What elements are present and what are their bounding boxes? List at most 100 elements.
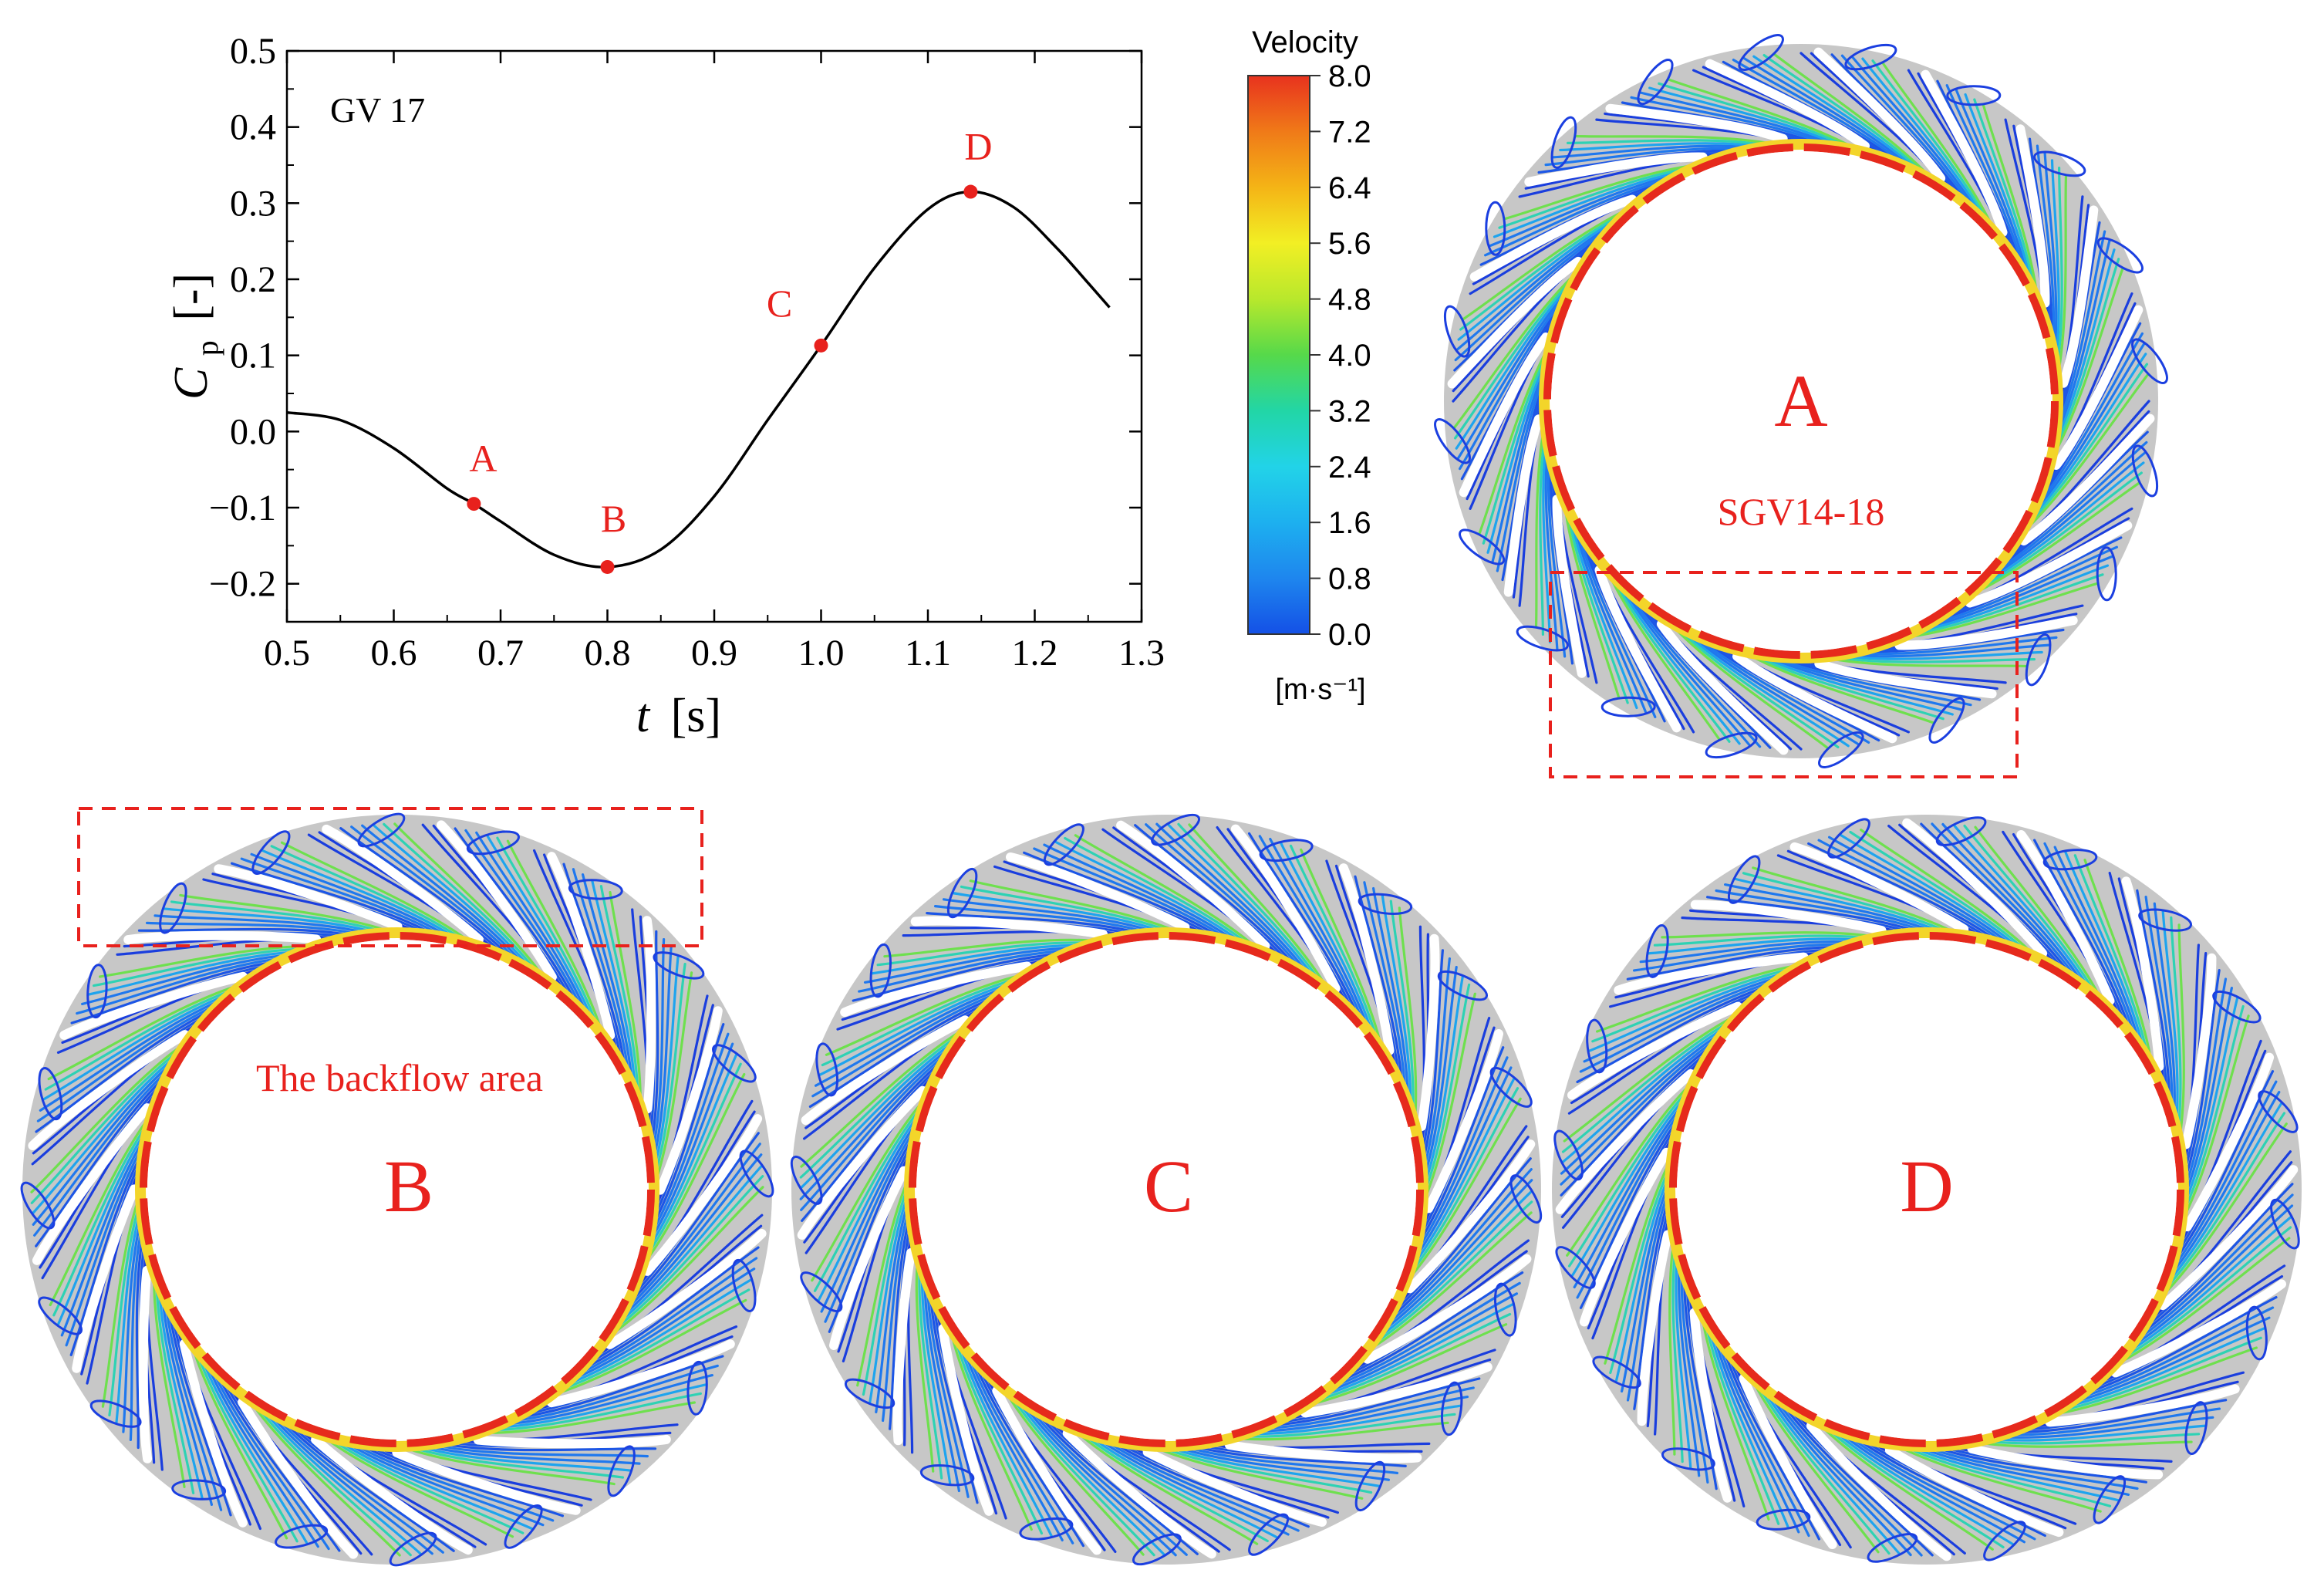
guide-vane (1230, 824, 1341, 994)
streamline (1258, 835, 1365, 1028)
streamline (1605, 568, 1721, 741)
streamline (1064, 836, 1253, 949)
streamline (1763, 654, 1963, 711)
streamline (280, 841, 474, 946)
guide-vane (392, 1448, 581, 1515)
vortex (1928, 697, 1965, 744)
streamline (1455, 280, 1575, 450)
streamline (170, 900, 387, 934)
streamline (281, 1418, 455, 1552)
guide-vane (1813, 47, 1946, 184)
colorbar-tick-label: 0.8 (1328, 562, 1371, 596)
streamline (915, 1254, 935, 1473)
streamline (2056, 1336, 2262, 1413)
streamline (1289, 844, 1379, 1045)
vortex (1493, 1282, 1517, 1337)
streamline (1817, 839, 2009, 947)
panel-d-label: D (1900, 1145, 1953, 1227)
runner-region (1677, 940, 2177, 1440)
streamline (1952, 823, 2093, 994)
streamline (158, 1285, 204, 1501)
streamline (2181, 1004, 2245, 1216)
guide-vane (2121, 876, 2164, 1072)
streamline (1984, 451, 2147, 581)
guide-vane (1567, 1001, 1743, 1100)
streamline (1551, 144, 1758, 159)
plot-frame (285, 49, 1143, 623)
streamline (1627, 589, 1762, 748)
svg-text:C p [-]: C p [-] (165, 273, 228, 400)
streamline (486, 1392, 702, 1432)
streamline (949, 1328, 1033, 1531)
inner-ring-red (140, 932, 655, 1447)
streamline (335, 1437, 535, 1531)
streamline (1989, 441, 2148, 576)
guide-vane (1689, 1308, 1732, 1503)
streamline (1414, 1056, 1509, 1255)
streamline (191, 1342, 288, 1540)
guide-vane (1447, 256, 1584, 389)
guide-vane (910, 916, 1108, 939)
streamline (2170, 916, 2182, 1136)
streamline (2137, 1183, 2294, 1337)
streamline (2177, 923, 2185, 1143)
streamline (1577, 527, 1657, 718)
guide-vane (1705, 59, 1870, 151)
guide-vane (1789, 842, 1969, 934)
streamline (1752, 866, 1961, 937)
guide-vane (2015, 124, 2050, 308)
vortex (1818, 731, 1864, 768)
streamline (1614, 1171, 1672, 1384)
vortex (1437, 970, 1489, 1001)
streamline (44, 987, 238, 1091)
streamline (1653, 934, 1873, 947)
streamline (1328, 1281, 1521, 1389)
vortex (844, 1378, 896, 1409)
streamline (30, 1046, 184, 1204)
guide-vane (473, 1434, 671, 1449)
colorbar-unit: [m·s⁻¹] (1275, 673, 1365, 706)
x-tick-label: 1.0 (798, 633, 845, 673)
guide-vane (2181, 953, 2217, 1149)
streamline (407, 1445, 624, 1479)
streamline (135, 1230, 145, 1450)
vortex (1637, 59, 1674, 106)
streamline (1566, 1079, 1696, 1257)
streamline (1648, 86, 1846, 150)
streamline (1462, 205, 1634, 321)
streamline (1151, 1444, 1364, 1500)
streamline (811, 991, 1004, 1098)
streamline (179, 893, 395, 934)
streamline (93, 947, 309, 987)
streamline (1881, 62, 1997, 235)
streamline (1074, 834, 1260, 951)
guide-vane (840, 961, 1032, 1018)
vortex (1489, 1066, 1533, 1108)
guide-vane (437, 820, 557, 982)
streamline (605, 1186, 764, 1339)
streamline (2033, 332, 2144, 508)
vortex (1592, 1355, 1641, 1389)
streamline (1920, 822, 2074, 980)
guide-vane (311, 1435, 473, 1555)
streamline (1849, 830, 2031, 956)
streamline (2164, 1101, 2283, 1286)
vortex (731, 1258, 757, 1312)
streamline (1569, 513, 1638, 710)
streamline (799, 1031, 964, 1179)
x-tick-label: 0.9 (691, 633, 737, 673)
vortex (357, 812, 406, 848)
streamline (485, 833, 595, 1025)
guide-vane (1116, 820, 1270, 951)
streamline (210, 1366, 330, 1551)
streamline (610, 1175, 764, 1333)
streamline (821, 977, 1022, 1067)
streamline (1457, 216, 1624, 341)
vortex (800, 1271, 843, 1313)
guide-vane (1605, 103, 1788, 143)
streamline (1188, 823, 1330, 992)
streamline (1539, 429, 1547, 636)
vortex (653, 951, 705, 980)
guide-vane (1656, 619, 1789, 755)
streamline (2123, 1215, 2293, 1355)
